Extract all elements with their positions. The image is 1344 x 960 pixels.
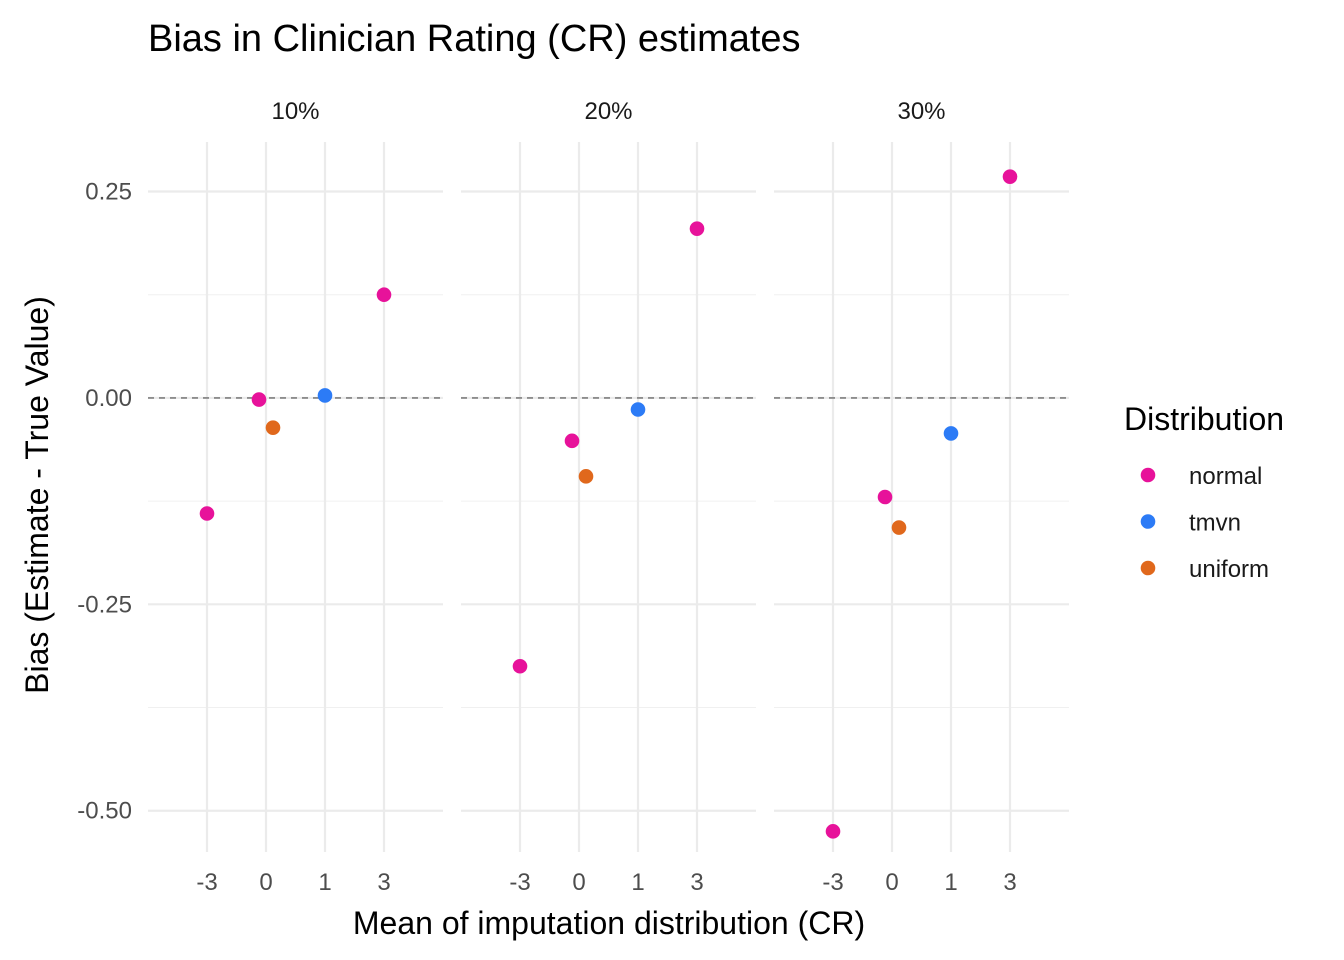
x-tick-label: 0 xyxy=(572,869,585,896)
data-point-tmvn xyxy=(943,426,959,441)
x-tick-label: 0 xyxy=(259,869,272,896)
legend-title: Distribution xyxy=(1124,401,1284,437)
x-tick-label: -3 xyxy=(822,869,843,896)
x-tick-label: -3 xyxy=(196,869,217,896)
y-tick-label: -0.50 xyxy=(77,798,132,825)
y-tick-label: -0.25 xyxy=(77,591,132,618)
x-tick-label: -3 xyxy=(509,869,530,896)
facet-panel: -3 0 1 3 30% xyxy=(774,98,1069,896)
data-point-uniform xyxy=(891,520,907,535)
x-tick-label: 1 xyxy=(944,869,957,896)
x-tick-label: 1 xyxy=(318,869,331,896)
data-point-normal xyxy=(1002,169,1018,184)
data-point-tmvn xyxy=(317,388,333,403)
x-tick-label: 0 xyxy=(885,869,898,896)
facet-strip-label: 10% xyxy=(271,98,319,125)
facet-panel: -3 0 1 3 20% xyxy=(461,98,756,896)
data-point-normal xyxy=(825,824,841,839)
x-tick-label: 3 xyxy=(690,869,703,896)
data-point-normal xyxy=(564,433,580,449)
y-tick-label: 0.00 xyxy=(85,385,132,412)
legend-key-normal xyxy=(1140,467,1156,483)
data-point-normal xyxy=(251,392,267,407)
y-tick-label: 0.25 xyxy=(85,179,132,206)
facet-strip-label: 30% xyxy=(897,98,945,125)
legend-entries: normal tmvn uniform xyxy=(1140,463,1269,583)
facet-panel: -3 0 1 3 10% xyxy=(148,98,443,896)
legend-key-tmvn xyxy=(1140,514,1156,529)
data-point-normal xyxy=(877,489,893,505)
x-tick-label: 3 xyxy=(1003,869,1016,896)
data-point-uniform xyxy=(578,469,594,484)
data-point-tmvn xyxy=(630,402,646,417)
data-point-normal xyxy=(199,506,215,521)
legend-label: uniform xyxy=(1189,556,1269,583)
data-point-normal xyxy=(689,221,705,236)
legend-key-uniform xyxy=(1140,560,1156,576)
y-axis-title: Bias (Estimate - True Value) xyxy=(19,296,55,694)
data-point-normal xyxy=(512,658,528,674)
legend-label: tmvn xyxy=(1189,510,1241,537)
chart-title: Bias in Clinician Rating (CR) estimates xyxy=(148,18,801,60)
facet-strip-label: 20% xyxy=(584,98,632,125)
x-axis-title: Mean of imputation distribution (CR) xyxy=(353,905,865,941)
x-tick-label: 3 xyxy=(377,869,390,896)
legend-label: normal xyxy=(1189,463,1262,490)
x-tick-label: 1 xyxy=(631,869,644,896)
facet-panels: -3 0 1 3 10% -3 0 1 3 20% -3 0 1 3 30% 0.25 0.00 -0.25 -0.… xyxy=(77,98,1069,896)
legend: Distribution normal tmvn uniform xyxy=(1124,401,1284,583)
data-point-uniform xyxy=(265,420,281,435)
data-point-normal xyxy=(376,287,392,303)
